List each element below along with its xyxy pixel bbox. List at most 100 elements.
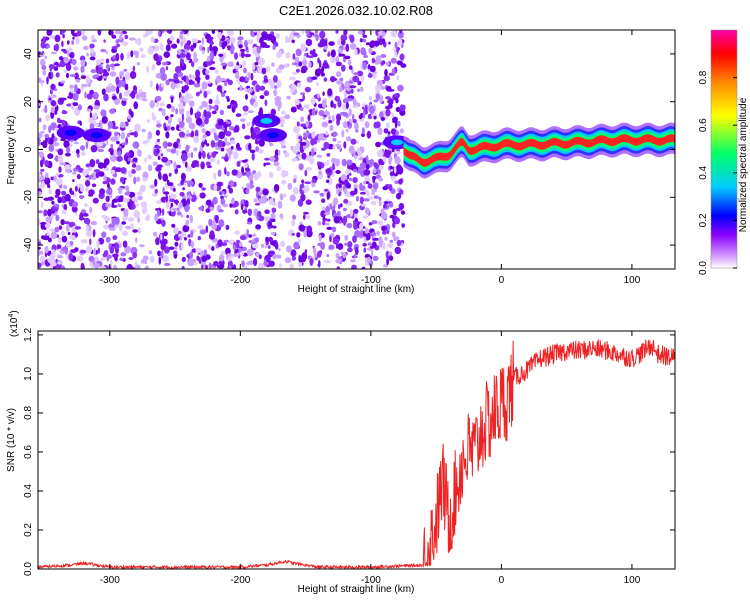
spectrogram-noise-cell [327, 52, 331, 57]
spectrogram-noise-cell [296, 142, 301, 148]
spectrogram-noise-cell [188, 58, 193, 64]
spectrogram-noise-cell [130, 111, 134, 118]
spectrogram-noise-cell [138, 97, 144, 100]
spectrogram-noise-cell [354, 253, 357, 259]
spectrogram-noise-cell [94, 74, 100, 78]
spectrogram-noise-cell [388, 41, 391, 45]
spectrogram-noise-cell [103, 140, 107, 145]
spectrogram-noise-cell [373, 115, 377, 120]
spectrogram-noise-cell [111, 46, 118, 50]
spectrogram-noise-cell [183, 95, 190, 104]
spectrogram-ylabel: Frequency (Hz) [6, 116, 17, 185]
spectrogram-hotspot-core [266, 132, 279, 139]
spectrogram-noise-cell [162, 255, 169, 263]
spectrogram-noise-cell [86, 75, 90, 84]
spectrogram-noise-cell [183, 75, 187, 82]
spectrogram-noise-cell [296, 232, 301, 238]
spectrogram-noise-cell [294, 57, 300, 64]
spectrogram-noise-cell [239, 76, 246, 83]
spectrogram-noise-cell [177, 211, 182, 216]
spectrogram-noise-cell [390, 57, 397, 64]
spectrogram-noise-cell [93, 263, 100, 269]
spectrogram-noise-cell [122, 217, 128, 221]
spectrogram-noise-cell [264, 66, 271, 72]
spectrogram-noise-cell [119, 34, 123, 41]
spectrogram-noise-cell [300, 92, 306, 96]
snr-xtick-label: 0 [499, 575, 505, 586]
spectrogram-noise-cell [131, 163, 137, 168]
spectrogram-noise-cell [351, 264, 357, 269]
spectrogram-noise-cell [240, 203, 244, 211]
spectrogram-noise-cell [229, 203, 233, 208]
spectrogram-noise-cell [103, 224, 110, 230]
colorbar-tick-label: 0.8 [698, 70, 709, 84]
spectrogram-noise-cell [345, 83, 352, 92]
spectrogram-noise-cell [189, 215, 194, 223]
spectrogram-noise-cell [253, 198, 258, 203]
spectrogram-noise-cell [206, 80, 212, 84]
spectrogram-noise-cell [112, 198, 119, 203]
spectrogram-noise-cell [380, 61, 384, 66]
spectrogram-noise-cell [260, 243, 265, 248]
spectrogram-noise-cell [200, 264, 204, 269]
spectrogram-noise-cell [189, 74, 192, 78]
spectrogram-noise-cell [380, 86, 385, 90]
spectrogram-noise-cell [170, 202, 174, 208]
spectrogram-noise-cell [307, 55, 314, 59]
spectrogram-noise-cell [330, 49, 336, 58]
spectrogram-noise-cell [265, 236, 269, 243]
spectrogram-noise-cell [304, 249, 308, 254]
spectrogram-image [38, 30, 675, 269]
spectrogram-noise-cell [40, 58, 46, 67]
spectrogram-noise-cell [300, 69, 306, 74]
spectrogram-noise-cell [109, 246, 115, 254]
spectrogram-noise-cell [91, 183, 97, 188]
spectrogram-noise-cell [134, 39, 141, 44]
spectrogram-noise-cell [48, 228, 56, 232]
spectrogram-noise-cell [150, 36, 155, 43]
spectrogram-noise-cell [210, 128, 217, 134]
spectrogram-noise-cell [122, 230, 129, 237]
spectrogram-noise-cell [347, 59, 352, 66]
spectrogram-noise-cell [346, 182, 351, 189]
spectrogram-noise-cell [277, 200, 283, 209]
spectrogram-noise-cell [311, 52, 318, 58]
spectrogram-noise-cell [134, 261, 138, 267]
spectrogram-noise-cell [323, 188, 329, 192]
spectrogram-noise-cell [126, 52, 131, 60]
spectrogram-noise-cell [207, 165, 212, 169]
spectrogram-noise-cell [311, 131, 316, 139]
spectrogram-noise-cell [352, 113, 355, 121]
spectrogram-noise-cell [117, 150, 122, 157]
spectrogram-noise-cell [137, 149, 142, 157]
spectrogram-noise-cell [309, 50, 314, 55]
spectrogram-noise-cell [77, 104, 83, 111]
spectrogram-noise-cell [376, 149, 384, 158]
colorbar-label: Normalized spectral amplitude [738, 97, 749, 232]
spectrogram-noise-cell [113, 242, 120, 250]
spectrogram-noise-cell [72, 36, 75, 40]
spectrogram-noise-cell [231, 199, 235, 204]
spectrogram-noise-cell [388, 255, 394, 261]
spectrogram-noise-cell [355, 218, 359, 222]
spectrogram-noise-cell [176, 124, 180, 130]
spectrogram-noise-cell [383, 157, 387, 163]
spectrogram-noise-cell [160, 233, 163, 241]
spectrogram-noise-cell [105, 236, 111, 243]
spectrogram-noise-cell [309, 257, 314, 266]
spectrogram-noise-cell [274, 96, 282, 102]
spectrogram-noise-cell [191, 248, 197, 253]
spectrogram-noise-cell [218, 264, 225, 269]
spectrogram-noise-cell [372, 255, 379, 261]
spectrogram-noise-cell [211, 110, 217, 115]
spectrogram-noise-cell [75, 36, 80, 45]
spectrogram-noise-cell [291, 157, 299, 162]
spectrogram-noise-cell [85, 141, 89, 149]
spectrogram-noise-cell [178, 201, 183, 209]
spectrogram-noise-cell [47, 153, 54, 159]
spectrogram-noise-cell [199, 90, 202, 94]
colorbar-frame [710, 29, 738, 269]
spectrogram-noise-cell [154, 188, 158, 194]
spectrogram-noise-cell [394, 150, 401, 155]
spectrogram-noise-cell [375, 30, 379, 36]
